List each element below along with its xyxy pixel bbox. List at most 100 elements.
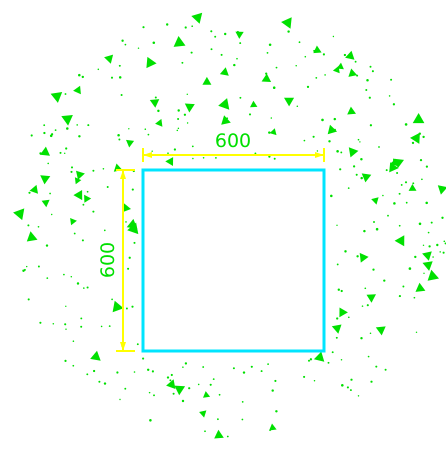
hatch-aggregate-mark xyxy=(345,50,355,60)
hatch-sand-dot xyxy=(37,225,40,228)
hatch-aggregate-mark xyxy=(104,54,114,64)
hatch-sand-dot xyxy=(422,135,425,139)
hatch-sand-dot xyxy=(412,182,415,185)
hatch-sand-dot xyxy=(266,52,269,54)
hatch-sand-dot xyxy=(142,357,145,360)
hatch-sand-dot xyxy=(366,78,369,82)
hatch-sand-dot xyxy=(64,323,67,326)
hatch-sand-dot xyxy=(173,148,177,151)
hatch-sand-dot xyxy=(184,26,187,29)
hatch-sand-dot xyxy=(218,393,221,396)
hatch-sand-dot xyxy=(309,358,313,361)
hatch-sand-dot xyxy=(118,138,121,141)
hatch-sand-dot xyxy=(124,43,127,46)
hatch-sand-dot xyxy=(81,239,84,242)
horizontal-dimension[interactable]: 600 xyxy=(142,130,325,162)
hatch-sand-dot xyxy=(70,166,74,169)
hatch-sand-dot xyxy=(332,35,335,38)
hatch-sand-dot xyxy=(80,317,83,320)
hatch-sand-dot xyxy=(275,410,278,413)
hatch-sand-dot xyxy=(396,171,399,175)
hatch-sand-dot xyxy=(405,201,408,204)
hatch-sand-dot xyxy=(188,387,191,390)
hatch-aggregate-mark xyxy=(173,36,186,47)
hatch-sand-dot xyxy=(370,380,373,383)
hatch-sand-dot xyxy=(239,42,242,45)
hatch-sand-dot xyxy=(372,268,375,271)
hatch-aggregate-mark xyxy=(202,76,212,85)
hatch-sand-dot xyxy=(428,245,431,248)
hatch-sand-dot xyxy=(224,32,227,36)
hatch-sand-dot xyxy=(296,105,299,107)
hatch-aggregate-mark xyxy=(174,385,186,396)
hatch-sand-dot xyxy=(274,379,277,382)
hatch-sand-dot xyxy=(398,295,401,298)
height-dimension-label: 600 xyxy=(97,242,119,278)
hatch-aggregate-mark xyxy=(250,100,258,108)
hatch-sand-dot xyxy=(321,118,324,122)
hatch-aggregate-mark xyxy=(415,282,426,292)
hatch-sand-dot xyxy=(298,41,301,44)
hatch-sand-dot xyxy=(151,150,153,152)
hatch-sand-dot xyxy=(346,386,349,389)
hatch-sand-dot xyxy=(27,224,30,227)
hatch-sand-dot xyxy=(172,392,175,395)
hatch-aggregate-mark xyxy=(191,12,203,24)
hatch-sand-dot xyxy=(202,157,205,159)
hatch-sand-dot xyxy=(111,298,113,301)
hatch-sand-dot xyxy=(133,371,136,373)
hatch-sand-dot xyxy=(315,77,318,79)
hatch-sand-dot xyxy=(86,373,89,376)
hatch-sand-dot xyxy=(363,229,366,233)
hatch-sand-dot xyxy=(369,297,372,300)
hatch-sand-dot xyxy=(303,375,306,378)
vertical-dimension[interactable]: 600 xyxy=(97,169,135,352)
hatch-sand-dot xyxy=(241,418,244,421)
hatch-sand-dot xyxy=(322,53,325,56)
hatch-sand-dot xyxy=(427,231,430,234)
hatch-sand-dot xyxy=(152,41,156,44)
hatch-aggregate-mark xyxy=(281,17,292,29)
hatch-aggregate-mark xyxy=(375,326,386,336)
hatch-sand-dot xyxy=(136,343,139,346)
hatch-aggregate-mark xyxy=(90,350,101,361)
hatch-sand-dot xyxy=(119,398,121,401)
hatch-aggregate-mark xyxy=(422,261,433,271)
hatch-sand-dot xyxy=(242,371,246,374)
hatch-aggregate-mark xyxy=(408,184,417,191)
hatch-sand-dot xyxy=(54,129,57,131)
hatch-sand-dot xyxy=(334,128,336,131)
hatch-aggregate-mark xyxy=(393,158,400,166)
hatch-sand-dot xyxy=(333,117,337,121)
hatch-sand-dot xyxy=(27,298,30,301)
square-outline[interactable] xyxy=(141,168,326,353)
hatch-sand-dot xyxy=(128,128,130,130)
hatch-sand-dot xyxy=(273,157,276,160)
hatch-sand-dot xyxy=(432,256,434,258)
hatch-sand-dot xyxy=(384,368,387,371)
hatch-sand-dot xyxy=(220,53,223,56)
hatch-aggregate-mark xyxy=(74,177,82,185)
hatch-sand-dot xyxy=(142,26,145,29)
hatch-sand-dot xyxy=(76,282,80,285)
hatch-sand-dot xyxy=(186,93,189,96)
hatch-sand-dot xyxy=(267,363,269,365)
hatch-sand-dot xyxy=(413,296,416,299)
hatch-sand-dot xyxy=(192,157,194,160)
hatch-aggregate-mark xyxy=(40,175,51,185)
hatch-sand-dot xyxy=(378,146,380,148)
hatch-sand-dot xyxy=(215,157,217,159)
hatch-sand-dot xyxy=(154,96,157,99)
hatch-sand-dot xyxy=(306,85,310,89)
hatch-aggregate-mark xyxy=(203,391,211,398)
hatch-sand-dot xyxy=(364,287,367,290)
hatch-sand-dot xyxy=(383,279,386,282)
hatch-sand-dot xyxy=(367,355,370,358)
hatch-sand-dot xyxy=(65,305,67,308)
hatch-aggregate-mark xyxy=(219,67,229,76)
hatch-sand-dot xyxy=(239,96,242,99)
hatch-aggregate-mark xyxy=(331,324,342,334)
hatch-sand-dot xyxy=(184,362,188,365)
hatch-sand-dot xyxy=(59,151,62,154)
